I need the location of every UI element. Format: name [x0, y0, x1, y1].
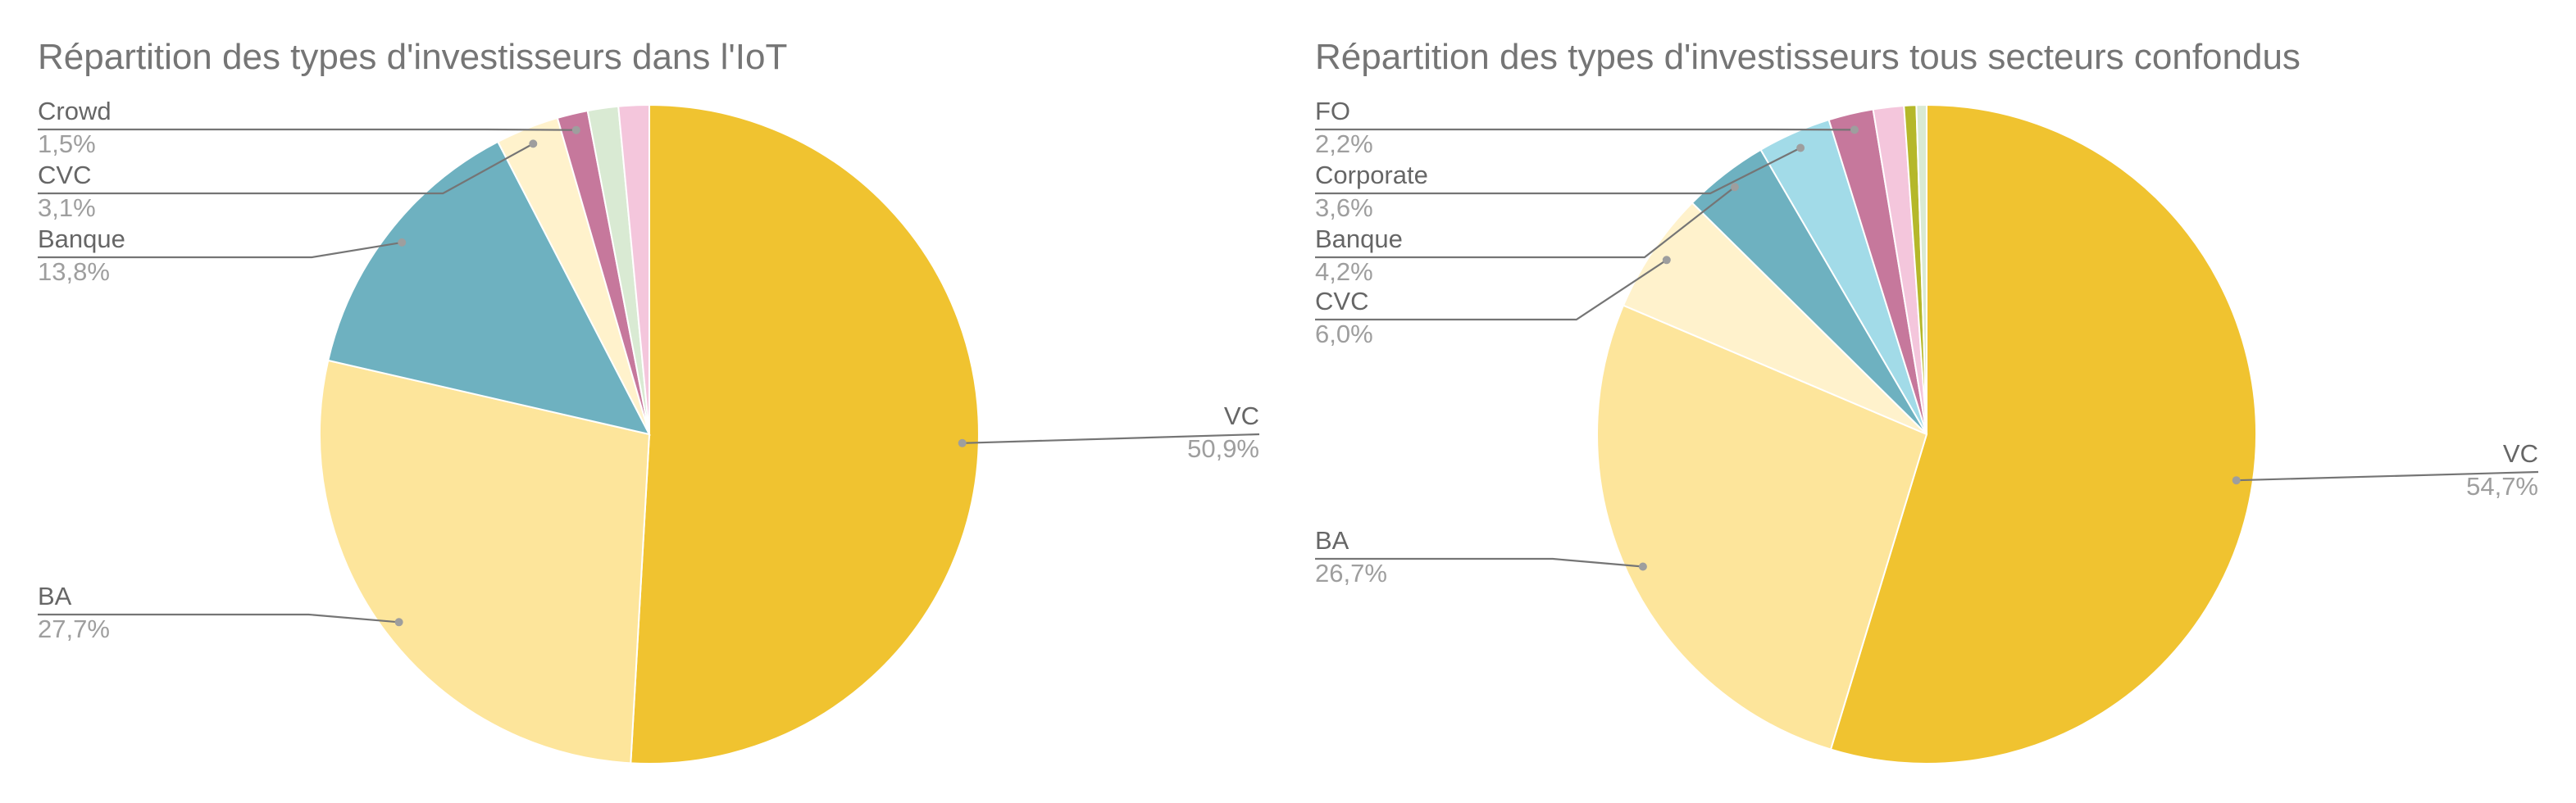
- leader-dot-cvc: [529, 139, 538, 148]
- slice-label-vc: VC: [2503, 439, 2538, 468]
- slice-label-cvc: CVC: [38, 161, 91, 189]
- leader-line-vc: [962, 433, 1260, 444]
- leader-dot-cvc: [1662, 256, 1671, 265]
- leader-dot-crowd: [571, 125, 580, 134]
- slice-value-corporate: 3,6%: [1315, 193, 1373, 222]
- pie-chart-iot: Répartition des types d'investisseurs da…: [38, 37, 1260, 764]
- slice-value-vc: 50,9%: [1187, 434, 1259, 463]
- leader-dot-ba: [394, 618, 403, 627]
- pie-slice-unlabeled-8: [1915, 103, 1927, 435]
- pie-slice-ba: [1596, 304, 1928, 751]
- slice-label-ba: BA: [1315, 526, 1349, 555]
- pie-slices-iot: [319, 103, 980, 764]
- leader-line-cvc: [38, 143, 534, 195]
- leader-line-banque: [1315, 186, 1736, 259]
- leader-dot-ba: [1638, 562, 1647, 571]
- pie-labels-iot: VC 50,9% BA 27,7% Banque 13,8% CVC 3,1% Crowd 1,5…: [38, 97, 1260, 643]
- slice-label-ba: BA: [38, 582, 72, 610]
- chart-title-iot: Répartition des types d'investisseurs da…: [38, 37, 787, 77]
- leader-dot-fo: [1850, 125, 1859, 134]
- pie-slice-ba: [319, 359, 651, 764]
- slice-label-fo: FO: [1315, 97, 1350, 125]
- slice-value-cvc: 3,1%: [38, 193, 96, 222]
- slice-value-cvc: 6,0%: [1315, 320, 1373, 348]
- pie-slice-banque: [327, 140, 651, 436]
- leader-line-cvc: [1315, 259, 1668, 321]
- pie-slice-unlabeled-6: [617, 103, 650, 435]
- leader-line-vc: [2236, 470, 2539, 482]
- slice-label-vc: VC: [1224, 402, 1259, 430]
- leader-dot-vc: [2232, 476, 2241, 485]
- chart-title-all-sectors: Répartition des types d'investisseurs to…: [1315, 37, 2301, 77]
- slice-label-banque: Banque: [1315, 225, 1403, 253]
- leader-dot-vc: [958, 438, 967, 447]
- slice-label-corporate: Corporate: [1315, 161, 1428, 189]
- slice-label-crowd: Crowd: [38, 97, 112, 125]
- leader-line-banque: [38, 241, 403, 259]
- slice-value-fo: 2,2%: [1315, 129, 1373, 158]
- slice-value-banque: 4,2%: [1315, 257, 1373, 286]
- leader-line-ba: [1315, 557, 1643, 568]
- pie-slice-vc: [1829, 103, 2257, 764]
- slice-value-crowd: 1,5%: [38, 129, 96, 158]
- leader-line-crowd: [38, 128, 576, 131]
- leader-dot-banque: [398, 238, 407, 247]
- slice-label-banque: Banque: [38, 225, 125, 253]
- pie-slices-all-sectors: [1596, 103, 2257, 764]
- slice-value-ba: 26,7%: [1315, 559, 1387, 588]
- slice-value-ba: 27,7%: [38, 615, 110, 643]
- leader-line-corporate: [1315, 147, 1801, 195]
- pie-chart-all-sectors: Répartition des types d'investisseurs to…: [1315, 37, 2539, 764]
- pie-labels-all-sectors: VC 54,7% BA 26,7% CVC 6,0% Banque 4,2% Corporate…: [1315, 97, 2539, 588]
- leader-dot-corporate: [1796, 143, 1805, 152]
- slice-label-cvc: CVC: [1315, 287, 1368, 315]
- slice-value-banque: 13,8%: [38, 257, 110, 286]
- leader-dot-banque: [1730, 183, 1739, 192]
- leader-line-ba: [38, 613, 399, 624]
- slice-value-vc: 54,7%: [2466, 472, 2538, 501]
- pie-slice-vc: [630, 103, 980, 764]
